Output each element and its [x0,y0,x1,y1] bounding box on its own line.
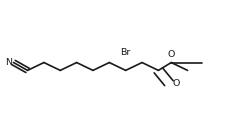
Text: Br: Br [121,48,131,57]
Text: O: O [173,79,180,88]
Text: O: O [168,50,175,59]
Text: N: N [5,58,12,67]
